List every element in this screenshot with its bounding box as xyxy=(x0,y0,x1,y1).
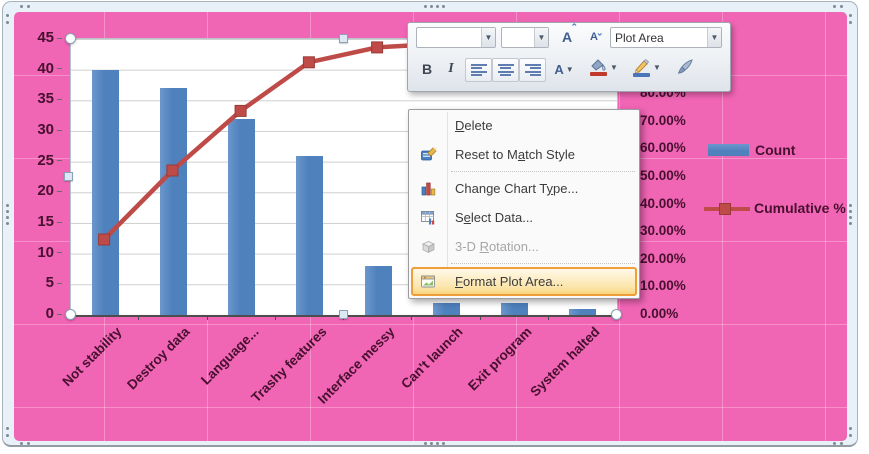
align-left-icon xyxy=(470,63,487,77)
count-bar[interactable] xyxy=(569,308,597,315)
chevron-down-icon[interactable]: ▼ xyxy=(653,62,661,72)
align-right-icon xyxy=(524,63,541,77)
count-bar[interactable] xyxy=(91,69,119,315)
outline-color-icon xyxy=(633,59,651,77)
grow-font-icon: A ⌃ xyxy=(561,22,579,45)
cumulative-swatch-icon xyxy=(704,200,750,218)
context-menu: Delete Reset to Match Style xyxy=(408,109,640,299)
menu-separator xyxy=(451,263,635,264)
count-bar[interactable] xyxy=(364,265,392,315)
menu-highlight xyxy=(411,267,637,296)
right-axis-label: 40.00% xyxy=(640,195,686,211)
left-axis-label: 10 xyxy=(37,243,54,261)
left-value-axis[interactable]: 45 40 35 30 25 20 15 10 5 0 xyxy=(16,29,62,322)
menu-item-reset-to-match-style[interactable]: Reset to Match Style xyxy=(409,140,639,169)
chart-element-value: Plot Area xyxy=(615,30,664,45)
category-axis-labels[interactable]: Not stability Destroy data Language... Tras… xyxy=(59,322,630,432)
menu-item-delete[interactable]: Delete xyxy=(455,118,493,133)
count-bar[interactable] xyxy=(501,302,529,315)
chevron-down-icon[interactable]: ▼ xyxy=(481,28,495,47)
left-axis-label: 30 xyxy=(37,121,54,138)
bold-button[interactable]: B xyxy=(416,58,438,80)
align-center-button[interactable] xyxy=(492,58,519,82)
outline-color-button[interactable]: ▼ xyxy=(627,56,665,78)
menu-item-change-chart-type[interactable]: Change Chart Type... xyxy=(409,174,639,203)
shrink-font-button[interactable]: A ⌃ xyxy=(582,26,606,48)
reset-style-icon xyxy=(409,146,447,163)
legend[interactable]: Count Cumulative % xyxy=(700,141,858,258)
count-bar[interactable] xyxy=(228,118,256,315)
italic-button[interactable]: I xyxy=(441,58,461,80)
3d-rotation-icon xyxy=(409,238,447,255)
chevron-down-icon[interactable]: ▼ xyxy=(565,64,574,74)
plot-handle-left-middle[interactable] xyxy=(64,172,73,181)
legend-item-cumulative[interactable]: Cumulative % xyxy=(700,199,858,218)
menu-item-format-plot-area[interactable]: Format Plot Area... xyxy=(409,266,639,297)
chevron-down-icon[interactable]: ▼ xyxy=(707,28,721,47)
chart-element-combo[interactable]: Plot Area ▼ xyxy=(610,27,722,48)
left-axis-label: 5 xyxy=(45,274,54,292)
italic-icon: I xyxy=(448,61,454,76)
left-axis-label: 20 xyxy=(37,182,54,200)
count-swatch-icon xyxy=(708,144,749,156)
right-axis-label: 30.00% xyxy=(640,223,686,239)
left-axis-label: 40 xyxy=(37,59,54,77)
format-painter-icon xyxy=(677,59,693,74)
change-chart-type-icon xyxy=(409,180,447,197)
font-color-button[interactable]: A ▼ xyxy=(549,58,579,80)
align-right-button[interactable] xyxy=(519,58,546,82)
right-axis-label: 10.00% xyxy=(640,278,686,294)
plot-handle-top-left[interactable] xyxy=(65,33,76,44)
count-bar[interactable] xyxy=(432,302,460,315)
bold-icon: B xyxy=(421,61,433,77)
fill-color-button[interactable]: ▼ xyxy=(584,56,622,78)
format-plot-area-icon xyxy=(409,273,447,290)
plot-handle-bottom-center[interactable] xyxy=(339,310,348,319)
menu-item-select-data[interactable]: Select Data... xyxy=(409,203,639,232)
align-center-icon xyxy=(497,63,514,77)
align-left-button[interactable] xyxy=(465,58,492,82)
count-bar[interactable] xyxy=(159,88,187,315)
left-axis-label: 25 xyxy=(37,151,54,169)
legend-cumulative-label: Cumulative % xyxy=(754,200,846,216)
left-axis-label: 0 xyxy=(45,305,54,322)
right-axis-label: 0.00% xyxy=(640,306,679,321)
font-name-combo[interactable]: ▼ xyxy=(416,27,496,48)
shrink-font-icon: A ⌃ xyxy=(590,27,604,43)
font-color-icon: A xyxy=(554,61,564,77)
legend-count-label: Count xyxy=(755,142,796,158)
mini-toolbar: ▼ ▼ A ⌃ A ⌃ Plot Area ▼ B I xyxy=(407,22,731,92)
chevron-down-icon[interactable]: ▼ xyxy=(534,28,548,47)
right-axis-label: 60.00% xyxy=(640,140,686,156)
count-bar[interactable] xyxy=(296,155,324,315)
fill-color-icon xyxy=(590,59,608,76)
chevron-down-icon[interactable]: ▼ xyxy=(610,62,618,72)
right-axis-label: 70.00% xyxy=(640,112,686,128)
left-axis-label: 15 xyxy=(37,213,54,230)
right-axis-label: 20.00% xyxy=(640,250,686,266)
plot-handle-top-center[interactable] xyxy=(339,34,348,43)
format-painter-button[interactable] xyxy=(671,56,701,78)
grow-font-button[interactable]: A ⌃ xyxy=(554,22,580,48)
left-axis-label: 35 xyxy=(37,90,54,108)
select-data-icon xyxy=(409,209,447,226)
plot-handle-bottom-left[interactable] xyxy=(65,309,76,320)
plot-handle-bottom-right[interactable] xyxy=(611,309,622,320)
menu-separator xyxy=(451,171,635,172)
font-size-combo[interactable]: ▼ xyxy=(501,27,549,48)
left-axis-label: 45 xyxy=(37,29,54,46)
legend-item-count[interactable]: Count xyxy=(700,141,858,159)
menu-item-3d-rotation[interactable]: 3-D Rotation... xyxy=(409,232,639,261)
right-axis-label: 50.00% xyxy=(640,168,686,183)
